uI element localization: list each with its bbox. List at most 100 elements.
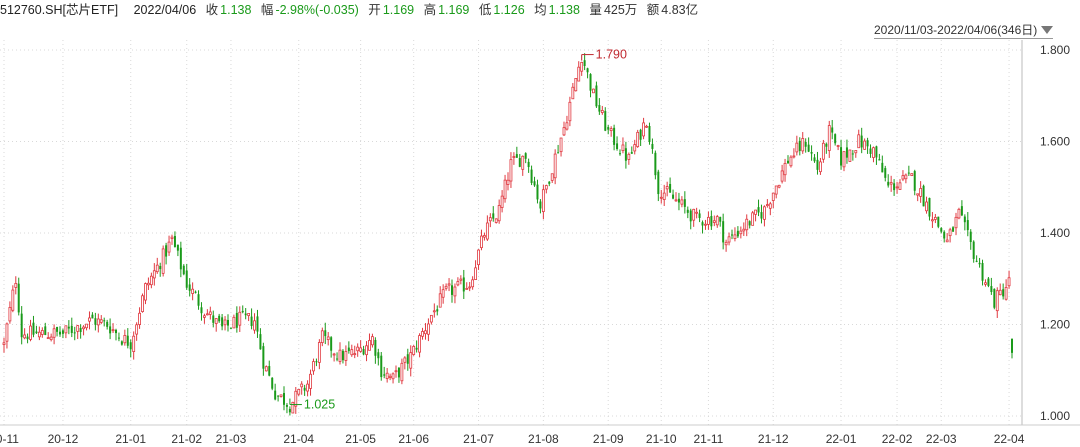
candle-body [919,188,923,197]
candle-body [155,264,159,273]
candle [115,328,117,341]
candle-body [831,127,834,133]
candle-body [315,361,318,363]
candle [415,340,418,353]
candle-body [969,231,972,242]
candle-body [374,339,377,356]
triangle-down-icon[interactable] [1041,26,1054,34]
candle-body [984,282,987,285]
candle [406,348,409,371]
candle [197,290,200,310]
candle [138,307,141,329]
y-tick-label: 1.200 [1040,318,1070,332]
candle [536,179,539,204]
candle-body [412,346,416,355]
candle [881,155,884,173]
candle [577,61,581,82]
candle [332,352,336,362]
candle [969,229,972,250]
candle-body [421,331,424,337]
candle-body [848,149,852,162]
candle-body [624,148,627,161]
candle-body [875,146,878,158]
candle [662,184,666,207]
candle-body [264,366,268,372]
x-axis: 20-11 20-12 21-01 21-02 21-03 21-04 21-05 21-06… [0,432,1025,446]
candle-body [300,383,304,388]
candle-body [283,393,285,405]
candle [26,333,29,344]
candle-body [559,137,563,153]
candle [17,277,20,316]
candle-body [40,330,44,335]
candle-body [816,159,819,170]
candle [159,262,162,277]
candles [2,53,1013,416]
candle-body [774,185,778,195]
candle [141,293,144,313]
candle [377,348,380,366]
candle-body [893,183,896,191]
candle [857,129,861,149]
candle-body [677,198,680,203]
candle-body [227,319,229,326]
candle-body [59,331,61,335]
candle-body [701,222,704,226]
volume-value: 425万 [603,3,638,17]
candle-body [866,140,869,147]
candle [5,322,9,349]
candle-body [609,128,613,132]
candle-body [851,153,854,155]
y-tick-label: 1.400 [1040,226,1070,240]
candle [804,138,807,153]
candle-body [940,228,943,232]
candle [117,332,120,342]
candle [218,313,221,323]
candle-body [494,218,498,223]
candle-body [429,314,433,323]
candle-body [147,282,150,286]
candle-body [123,335,127,344]
candle-body [621,144,625,151]
candle-body [385,372,389,379]
candle-body [188,284,191,291]
candle-body [468,286,472,289]
candle [875,145,878,165]
candle [506,172,510,191]
candle-body [733,234,737,239]
candle [155,257,159,274]
candle [109,318,112,340]
candle-body [739,230,743,235]
candle [654,150,657,180]
candle-body [642,122,645,137]
candle [993,288,996,310]
candle [751,210,755,226]
candle-body [539,201,542,209]
candle-body [274,390,277,400]
x-tick-label: 21-10 [646,432,677,446]
candle [250,308,253,330]
candle-body [483,235,486,238]
candle [607,125,610,135]
candle-body [1011,338,1013,353]
candle-body [238,311,242,326]
candle-body [881,162,884,173]
candle [76,324,80,340]
candle-body [96,318,100,326]
candle [385,368,389,383]
candle-body [480,235,483,249]
date-range-selector[interactable]: 2020/11/03-2022/04/06(346日) [874,22,1054,39]
candle [70,317,73,338]
candle-body [11,289,15,311]
candle-body [636,131,640,147]
candle [807,137,810,153]
candle-body [418,335,421,353]
candle-body [648,126,651,142]
candle [418,333,421,358]
candle [49,333,53,342]
candle [719,216,722,227]
candle [515,146,518,158]
candle [167,235,171,256]
candle [774,185,778,199]
